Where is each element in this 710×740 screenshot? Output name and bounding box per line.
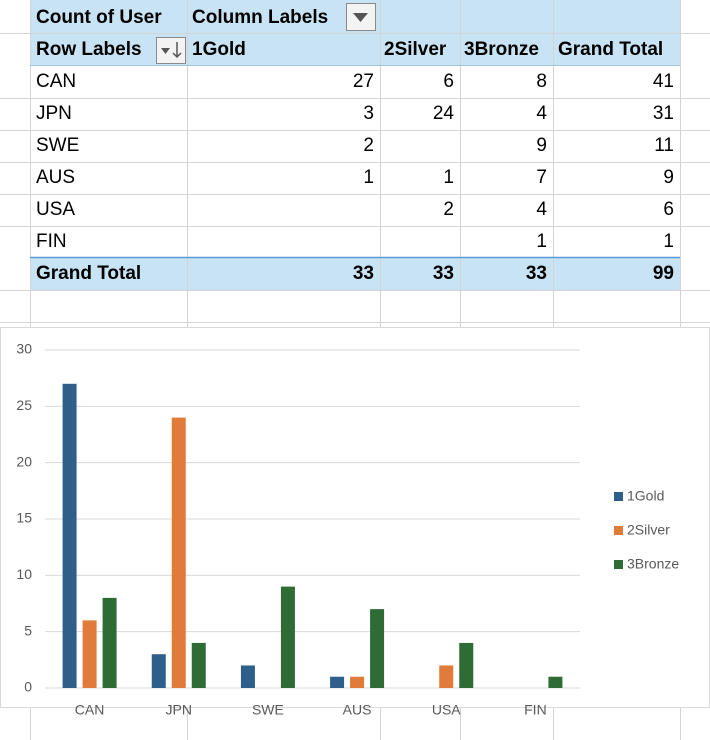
pivot-row-cell: 6 <box>663 199 674 220</box>
sort-direction <box>172 42 182 59</box>
pivot-row-cell: 1 <box>663 231 674 252</box>
pivot-row-cell: 27 <box>353 71 374 92</box>
bar <box>151 654 166 688</box>
legend-swatch <box>614 560 623 569</box>
grand-total-label: Grand Total <box>36 263 141 284</box>
bar <box>191 642 206 688</box>
bar <box>439 665 454 688</box>
legend-swatch <box>614 492 623 501</box>
bar <box>350 676 365 688</box>
bar <box>459 642 474 688</box>
bar <box>370 609 385 688</box>
pivot-row-label: SWE <box>36 135 79 156</box>
pivot-row-cell: 6 <box>443 71 454 92</box>
legend-label: 2Silver <box>627 522 670 538</box>
y-tick-label: 15 <box>16 510 32 526</box>
bar <box>82 620 97 688</box>
pivot-row-cell: 24 <box>433 103 455 124</box>
pivot-total-band <box>30 258 680 290</box>
y-tick-label: 10 <box>16 566 32 582</box>
sort-box[interactable] <box>156 37 186 64</box>
pivot-row-cell: 1 <box>443 167 454 188</box>
pivot-row-cell: 9 <box>536 135 547 156</box>
pivot-row-cell: 2 <box>443 199 454 220</box>
grand-total-cell: 33 <box>526 263 547 284</box>
sort-arrow <box>161 48 170 54</box>
y-tick-label: 20 <box>16 453 32 469</box>
pivot-row-cell: 3 <box>363 103 374 124</box>
y-tick-label: 5 <box>24 622 32 638</box>
column-header: 2Silver <box>384 39 447 60</box>
grand-total-cell: 33 <box>353 263 374 284</box>
y-tick-label: 0 <box>24 679 32 695</box>
pivot-row-cell: 2 <box>363 135 374 156</box>
bar <box>548 676 563 688</box>
legend-label: 3Bronze <box>627 556 679 572</box>
pivot-row-cell: 31 <box>653 103 674 124</box>
x-tick-label: JPN <box>166 702 192 718</box>
bar <box>171 417 186 688</box>
filter-arrow <box>353 13 368 22</box>
pivot-row-label: AUS <box>36 167 75 188</box>
legend-label: 1Gold <box>627 488 664 504</box>
pivot-row-label: CAN <box>36 71 76 92</box>
bar <box>62 383 77 688</box>
row-sort-button[interactable] <box>156 37 186 64</box>
grand-total-cell: 33 <box>433 263 454 284</box>
column-header: Grand Total <box>558 39 663 60</box>
pivot-row-cell: 4 <box>536 103 547 124</box>
pivot-row-cell: 11 <box>654 135 674 156</box>
column-labels: Column Labels <box>192 7 328 28</box>
y-tick-label: 25 <box>16 397 32 413</box>
pivot-row-cell: 41 <box>653 71 674 92</box>
pivot-row-cell: 4 <box>536 199 547 220</box>
x-tick-label: AUS <box>343 702 372 718</box>
column-header: 1Gold <box>192 39 246 60</box>
x-tick-label: FIN <box>524 702 547 718</box>
pivot-corner: Count of User <box>36 7 162 28</box>
bar <box>330 676 345 688</box>
chart-frame <box>0 327 710 708</box>
legend-swatch <box>614 526 623 535</box>
column-header: 3Bronze <box>464 39 539 60</box>
pivot-row-label: USA <box>36 199 75 220</box>
y-tick-label: 30 <box>16 341 32 357</box>
pivot-row-cell: 1 <box>363 167 374 188</box>
pivot-row-cell: 7 <box>536 167 547 188</box>
x-tick-label: CAN <box>75 702 105 718</box>
bar <box>280 586 295 688</box>
x-tick-label: SWE <box>252 702 284 718</box>
bar <box>240 665 255 688</box>
x-tick-label: USA <box>432 702 461 718</box>
row-labels: Row Labels <box>36 39 142 60</box>
pivot-row-label: JPN <box>36 103 72 124</box>
column-filter-button[interactable] <box>346 3 376 31</box>
pivot-row-cell: 8 <box>536 71 547 92</box>
pivot-row-label: FIN <box>36 231 67 252</box>
grand-total-cell: 99 <box>653 263 674 284</box>
pivot-row-cell: 1 <box>536 231 547 252</box>
pivot-row-cell: 9 <box>663 167 674 188</box>
bar <box>102 597 117 688</box>
